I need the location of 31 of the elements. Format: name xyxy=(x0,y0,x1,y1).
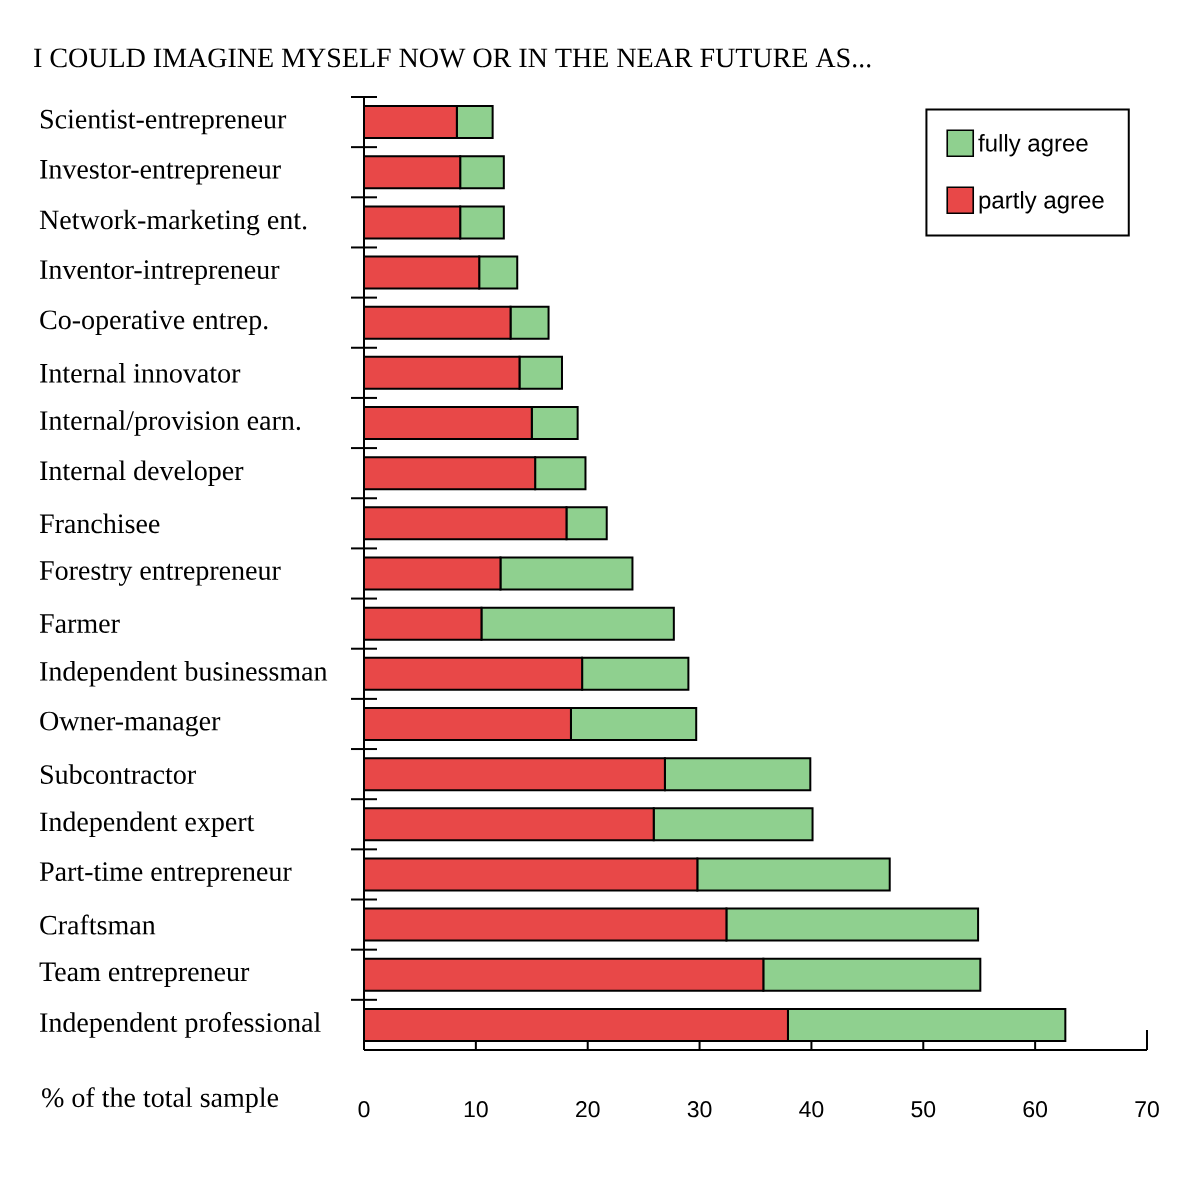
y-tick-label: Independent expert xyxy=(40,811,255,837)
y-tick-label: Forestry entrepreneur xyxy=(39,561,281,586)
y-tick-label: Internal innovator xyxy=(40,363,241,383)
y-tick-label: Part-time entrepreneur xyxy=(39,862,292,887)
x-axis-title: % of the total sample xyxy=(42,1087,279,1113)
x-tick-label: 70 xyxy=(1135,1101,1159,1118)
x-tick-label: 60 xyxy=(1023,1101,1048,1118)
y-tick-label: Independent professional xyxy=(40,1012,321,1038)
y-tick-label: Investor-entrepreneur xyxy=(40,160,281,185)
y-tick-label: Scientist-entrepreneur xyxy=(40,109,287,135)
y-tick-label: Subcontractor xyxy=(40,764,196,784)
y-tick-label: Farmer xyxy=(39,614,120,633)
x-tick-label: 0 xyxy=(358,1101,370,1118)
y-tick-label: Team entrepreneur xyxy=(39,962,250,987)
y-tick-label: Independent businessman xyxy=(40,661,328,687)
y-tick-label: Owner-manager xyxy=(40,711,221,737)
x-tick-label: 50 xyxy=(911,1101,936,1118)
y-tick-label: Internal/provision earn. xyxy=(40,410,301,436)
x-tick-label: 20 xyxy=(576,1101,600,1118)
x-tick-label: 40 xyxy=(799,1101,824,1118)
chart-title: I COULD IMAGINE MYSELF NOW OR IN THE NEAR FUTURE AS... xyxy=(34,48,871,68)
x-tick-label: 30 xyxy=(687,1101,712,1118)
legend-label: fully agree xyxy=(978,134,1088,157)
y-tick-label: Inventor-intrepreneur xyxy=(40,260,280,285)
y-tick-label: Franchisee xyxy=(39,513,160,534)
y-tick-label: Co-operative entrep. xyxy=(40,310,268,335)
y-tick-label: Craftsman xyxy=(40,914,156,935)
y-tick-label: Internal developer xyxy=(40,460,244,486)
legend-label: partly agree xyxy=(979,191,1104,214)
x-tick-label: 10 xyxy=(464,1101,488,1118)
y-tick-label: Network-marketing ent. xyxy=(39,209,307,236)
